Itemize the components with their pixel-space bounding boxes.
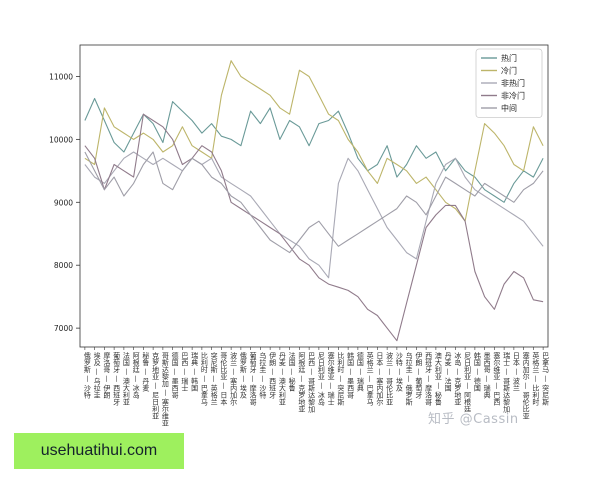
x-tick-label: 墨西哥 — 瑞典 [483, 352, 491, 400]
x-tick-label: 巴西 — 瑞士 [181, 352, 189, 392]
x-tick-label: 巴拿马 — 突尼斯 [542, 352, 550, 407]
x-tick-label: 塞内加尔 — 哥伦比亚 [522, 351, 530, 419]
x-tick-label: 阿根廷 — 冰岛 [132, 351, 140, 399]
x-tick-label: 西班牙 — 摩洛哥 [425, 352, 433, 406]
x-tick-label: 波兰 — 塞内加尔 [230, 351, 238, 405]
legend-box [475, 48, 543, 118]
x-tick-label: 日本 — 塞内加尔 [376, 352, 384, 406]
series-line-1 [84, 97, 544, 203]
legend-label: 热门 [501, 53, 517, 63]
x-tick-label: 俄罗斯 — 埃及 [239, 351, 247, 399]
y-tick-label: 8000 [54, 261, 73, 270]
legend-label: 冷门 [501, 66, 517, 76]
x-tick-label: 沙特 — 埃及 [395, 352, 403, 393]
x-tick-label: 冰岛 — 克罗地亚 [454, 351, 462, 405]
x-tick-label: 尼日利亚 — 冰岛 [317, 352, 325, 407]
x-tick-label: 秘鲁 — 丹麦 [142, 351, 150, 392]
x-tick-label: 法国 — 秘鲁 [288, 351, 296, 392]
x-tick-label: 葡萄牙 — 西班牙 [113, 351, 121, 406]
x-tick-label: 乌拉圭 — 俄罗斯 [405, 351, 413, 406]
legend-label: 中间 [501, 103, 517, 113]
x-tick-label: 瑞士 — 哥斯达黎加 [503, 351, 511, 413]
y-tick-label: 10000 [49, 135, 73, 144]
x-tick-label: 英格兰 — 巴拿马 [366, 351, 374, 406]
x-tick-label: 突尼斯 — 英格兰 [210, 351, 218, 405]
plot-frame [79, 44, 549, 348]
x-tick-label: 克罗地亚 — 尼日利亚 [152, 352, 160, 420]
x-tick-label: 波兰 — 哥伦比亚 [386, 351, 394, 405]
x-tick-label: 巴西 — 哥斯达黎加 [308, 352, 316, 414]
x-tick-label: 埃及 — 乌拉圭 [93, 351, 101, 398]
x-tick-label: 比利时 — 巴拿马 [200, 351, 208, 406]
x-tick-label: 韩国 — 墨西哥 [347, 351, 355, 398]
x-tick-label: 阿根廷 — 克罗地亚 [298, 351, 306, 412]
series-line-5 [84, 151, 544, 254]
x-tick-label: 乌拉圭 — 沙特 [259, 351, 267, 398]
x-tick-label: 塞尔维亚 — 巴西 [493, 351, 501, 406]
series-line-2 [84, 60, 544, 222]
x-tick-label: 韩国 — 德国 [473, 351, 481, 392]
x-tick-label: 澳大利亚 — 秘鲁 [434, 351, 442, 406]
x-tick-label: 塞尔维亚 — 瑞士 [327, 351, 335, 405]
legend-label: 非冷门 [501, 91, 525, 101]
x-tick-label: 丹麦 — 澳大利亚 [278, 352, 286, 406]
watermark-text: 知乎 @Cassin [428, 412, 519, 427]
x-tick-label: 哥伦比亚 — 日本 [220, 352, 228, 407]
x-tick-label: 日本 — 波兰 [512, 352, 520, 392]
x-tick-label: 德国 — 墨西哥 [171, 351, 179, 398]
x-tick-label: 法国 — 澳大利亚 [122, 351, 130, 405]
x-tick-label: 尼日利亚 — 阿根廷 [464, 352, 472, 414]
y-tick-label: 7000 [54, 324, 73, 333]
series-line-3 [84, 151, 544, 279]
site-badge[interactable]: usehuatihui.com [14, 433, 184, 469]
x-tick-label: 瑞典 — 韩国 [191, 351, 199, 392]
x-tick-label: 伊朗 — 葡萄牙 [415, 351, 423, 399]
legend-label: 非热门 [501, 78, 525, 88]
x-tick-label: 哥斯达黎加 — 塞尔维亚 [161, 352, 169, 427]
x-tick-label: 葡萄牙 — 摩洛哥 [249, 351, 257, 405]
x-tick-label: 俄罗斯 — 沙特 [83, 351, 91, 398]
x-tick-label: 丹麦 — 法国 [444, 352, 452, 393]
x-tick-label: 摩洛哥 — 伊朗 [103, 351, 111, 399]
x-tick-label: 比利时 — 突尼斯 [337, 351, 345, 406]
y-tick-label: 9000 [54, 198, 73, 207]
x-tick-label: 英格兰 — 比利时 [532, 351, 540, 405]
series-line-4 [84, 113, 544, 342]
y-tick-label: 11000 [49, 72, 73, 81]
x-tick-label: 德国 — 瑞典 [356, 351, 364, 392]
x-tick-label: 伊朗 — 西班牙 [269, 351, 277, 399]
